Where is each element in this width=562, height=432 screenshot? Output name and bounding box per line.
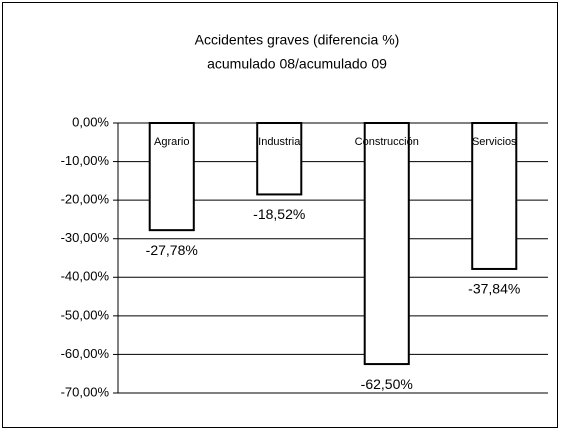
y-tick-label: -30,00% <box>61 230 110 245</box>
x-tick-label: Construcción <box>355 136 419 148</box>
x-tick-label: Agrario <box>154 136 189 148</box>
y-tick-label: -10,00% <box>61 153 110 168</box>
y-tick-label: -40,00% <box>61 269 110 284</box>
x-tick-label: Industria <box>258 136 301 148</box>
y-tick-label: -50,00% <box>61 307 110 322</box>
y-tick-label: -20,00% <box>61 192 110 207</box>
y-tick-label: -60,00% <box>61 346 110 361</box>
x-tick-label: Servicios <box>472 136 517 148</box>
bar <box>256 122 303 196</box>
bar <box>471 122 518 270</box>
data-label: -18,52% <box>253 206 305 222</box>
bar <box>363 122 410 366</box>
y-tick-label: 0,00% <box>72 114 109 129</box>
data-label: -62,50% <box>361 376 413 392</box>
data-label: -27,78% <box>146 242 198 258</box>
chart-title: Accidentes graves (diferencia %) <box>195 32 400 48</box>
data-label: -37,84% <box>468 281 520 297</box>
y-tick-label: -70,00% <box>61 384 110 399</box>
bar <box>148 122 195 232</box>
chart-subtitle: acumulado 08/acumulado 09 <box>207 56 387 72</box>
chart-frame <box>2 2 558 428</box>
